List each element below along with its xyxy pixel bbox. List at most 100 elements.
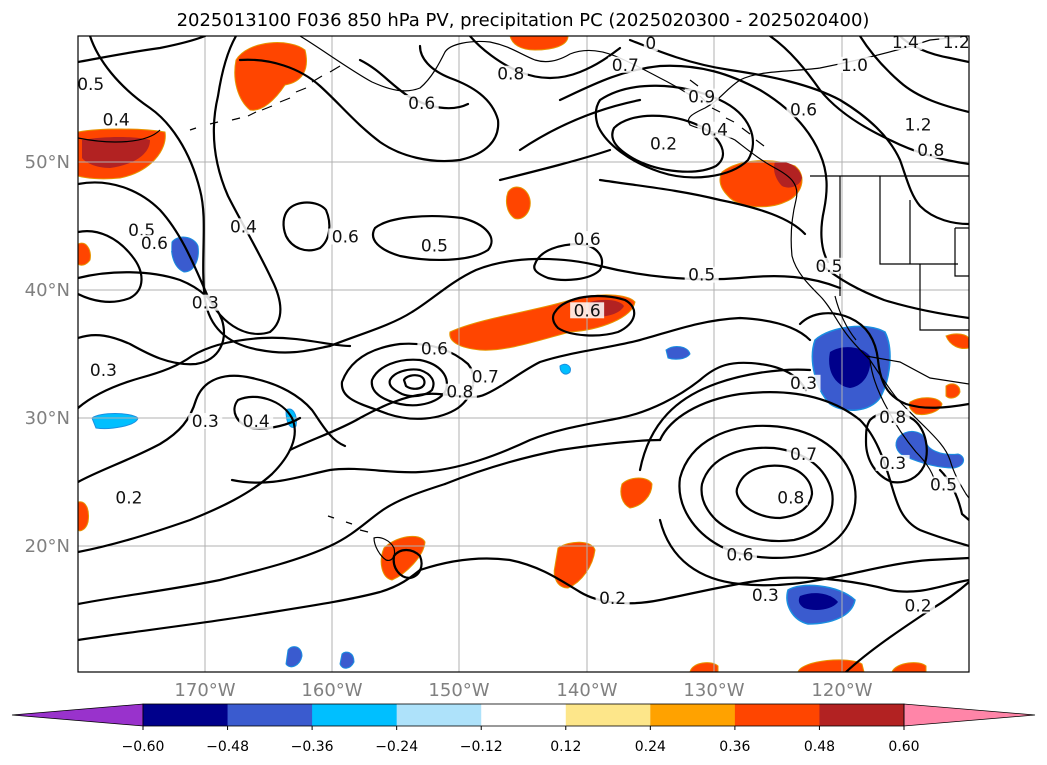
colorbar-tick-label: −0.48 bbox=[206, 739, 249, 755]
precip-negative-area bbox=[171, 236, 199, 273]
precip-negative-area bbox=[339, 651, 355, 669]
precip-positive-area bbox=[945, 383, 961, 399]
colorbar-tick-label: 0.24 bbox=[635, 739, 666, 755]
contour-label: 0.2 bbox=[115, 488, 142, 508]
contour-label-bg bbox=[684, 88, 719, 105]
precip-positive-area bbox=[891, 662, 927, 672]
contour-label: 0.6 bbox=[141, 234, 168, 254]
pv-contour bbox=[658, 391, 969, 548]
colorbar-extend-high bbox=[903, 703, 1036, 727]
coastline-kamchatka-edge bbox=[78, 129, 161, 143]
contour-label-bg bbox=[722, 546, 757, 563]
contour-label-bg bbox=[188, 412, 223, 429]
precip-negative-core bbox=[798, 593, 838, 610]
contour-label-bg bbox=[417, 237, 452, 254]
contour-label: 0.5 bbox=[421, 236, 448, 256]
precip-positive-area bbox=[620, 477, 653, 509]
contour-label-bg bbox=[901, 116, 936, 133]
contour-label: 0.8 bbox=[497, 65, 524, 85]
pv-contour bbox=[78, 230, 143, 303]
colorbar-tick-label: 0.12 bbox=[550, 739, 581, 755]
contour-label: 0.3 bbox=[879, 454, 906, 474]
contour-label-bg bbox=[939, 36, 969, 50]
contour-label: 0.7 bbox=[790, 445, 817, 465]
colorbar-tick-label: −0.36 bbox=[291, 739, 334, 755]
colorbar-tick-label: 0.36 bbox=[719, 739, 750, 755]
pv-contour bbox=[230, 361, 808, 484]
pv-contour bbox=[78, 482, 447, 606]
map-panel: 0.5 0.4 0.5 0.6 0.4 0.3 0.6 0.5 0.3 0.3 0.4 0.2 0.6 0… bbox=[77, 33, 970, 673]
contour-label: 0.4 bbox=[243, 412, 270, 432]
longitude-labels: 170°W 160°W 150°W 140°W 130°W 120°W bbox=[174, 680, 872, 701]
pv-contour bbox=[78, 36, 282, 335]
contour-label-bg bbox=[875, 409, 910, 426]
lat-label: 50°N bbox=[25, 152, 70, 173]
precip-positive-core bbox=[82, 137, 150, 168]
map-frame bbox=[77, 35, 970, 673]
border-us-mexico bbox=[865, 355, 969, 385]
precip-fills bbox=[78, 36, 969, 672]
contour-label-bg bbox=[684, 266, 719, 283]
contour-label: 0.6 bbox=[574, 301, 601, 321]
figure-title: 2025013100 F036 850 hPa PV, precipitatio… bbox=[177, 10, 870, 31]
colorbar-frame bbox=[142, 703, 905, 727]
colorbar-tick-label: 0.60 bbox=[888, 739, 919, 755]
contour-label: 0.3 bbox=[192, 412, 219, 432]
pv-contour bbox=[388, 368, 435, 398]
contour-label-bg bbox=[773, 489, 808, 506]
colorbar-tick-label: 0.48 bbox=[804, 739, 835, 755]
precip-positive-area bbox=[553, 541, 596, 589]
contour-label: 1.2 bbox=[943, 33, 970, 53]
contour-label: 0.5 bbox=[815, 257, 842, 277]
contour-label: 1.0 bbox=[841, 56, 868, 76]
contour-label-bg bbox=[99, 111, 134, 128]
contour-label: 0.3 bbox=[752, 586, 779, 606]
contour-label-bg bbox=[837, 56, 872, 73]
pv-contour bbox=[372, 215, 493, 262]
contour-label-bg bbox=[328, 228, 363, 245]
contour-label-bg bbox=[875, 454, 910, 471]
precip-positive-area bbox=[78, 501, 89, 532]
pv-contour bbox=[402, 374, 426, 390]
lon-label: 170°W bbox=[174, 680, 235, 701]
contour-label: 0.4 bbox=[230, 217, 257, 237]
contour-label-bg bbox=[926, 476, 961, 493]
contour-label: 0.8 bbox=[446, 383, 473, 403]
pv-contour bbox=[628, 38, 969, 226]
pv-contour bbox=[735, 464, 814, 520]
contour-label: 0.2 bbox=[905, 596, 932, 616]
colorbar-swatch bbox=[819, 704, 905, 726]
contour-label: 0.6 bbox=[421, 339, 448, 359]
pv-contour bbox=[78, 374, 347, 484]
contour-label-bg bbox=[111, 489, 146, 506]
contour-label: 0.6 bbox=[408, 94, 435, 114]
contour-label: 0.8 bbox=[777, 488, 804, 508]
contour-label-bg bbox=[442, 383, 477, 400]
contour-label: 0.5 bbox=[688, 266, 715, 286]
contour-label: 0.2 bbox=[650, 135, 677, 155]
contour-label: 0.2 bbox=[599, 589, 626, 609]
pv-contours bbox=[78, 36, 969, 672]
pv-contour bbox=[78, 568, 422, 642]
contour-labels: 0.5 0.4 0.5 0.6 0.4 0.3 0.6 0.5 0.3 0.3 0.4 0.2 0.6 0… bbox=[78, 33, 970, 616]
contour-label-bg bbox=[493, 65, 528, 82]
contour-label: 0.7 bbox=[612, 56, 639, 76]
colorbar-swatch bbox=[312, 704, 398, 726]
contour-label-bg bbox=[78, 75, 108, 92]
lat-label: 30°N bbox=[25, 408, 70, 429]
contour-label-bg bbox=[697, 121, 732, 138]
contour-label-bg bbox=[786, 446, 821, 463]
colorbar-swatch bbox=[734, 704, 820, 726]
contour-label-bg bbox=[913, 142, 948, 159]
colorbar-extend-low bbox=[11, 703, 144, 727]
contour-label: 0.4 bbox=[701, 121, 728, 141]
pv-contour bbox=[443, 438, 662, 486]
contour-label-bg bbox=[888, 36, 923, 50]
colorbar-tick-label: −0.60 bbox=[122, 739, 165, 755]
pv-contour bbox=[88, 36, 332, 354]
latitude-labels: 50°N 40°N 30°N 20°N bbox=[25, 152, 70, 557]
pv-contour bbox=[78, 336, 352, 410]
contour-label: 0.6 bbox=[574, 230, 601, 250]
contour-label-bg bbox=[226, 218, 261, 235]
colorbar-swatch bbox=[227, 704, 313, 726]
